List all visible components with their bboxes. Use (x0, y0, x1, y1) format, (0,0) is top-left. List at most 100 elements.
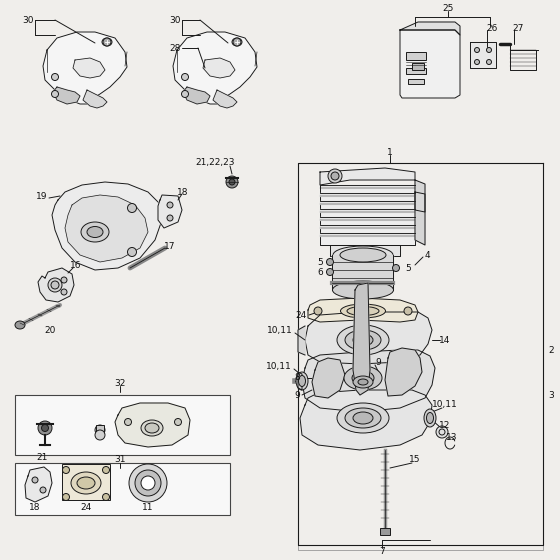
Circle shape (63, 493, 69, 501)
Ellipse shape (337, 325, 389, 355)
Text: 30: 30 (22, 16, 34, 25)
Bar (62, 464, 110, 500)
Text: 21: 21 (36, 454, 48, 463)
Circle shape (326, 268, 334, 276)
Polygon shape (320, 185, 415, 188)
Text: 24: 24 (81, 502, 92, 511)
Circle shape (52, 91, 58, 97)
Polygon shape (52, 182, 162, 270)
Polygon shape (183, 87, 210, 104)
Ellipse shape (340, 248, 386, 262)
Text: 14: 14 (439, 335, 451, 344)
Polygon shape (400, 22, 460, 35)
Text: 24: 24 (296, 310, 307, 320)
Text: 10,11: 10,11 (267, 325, 293, 334)
Ellipse shape (77, 477, 95, 489)
Circle shape (124, 418, 132, 426)
Circle shape (38, 421, 52, 435)
Ellipse shape (102, 38, 112, 46)
Text: 32: 32 (114, 379, 125, 388)
Ellipse shape (345, 330, 381, 350)
Polygon shape (385, 348, 422, 396)
Polygon shape (213, 90, 237, 108)
Text: 31: 31 (114, 455, 126, 464)
Text: 16: 16 (70, 260, 82, 269)
Text: 11: 11 (142, 502, 154, 511)
Circle shape (404, 307, 412, 315)
Bar (406, 52, 426, 60)
Text: 19: 19 (35, 192, 47, 200)
Ellipse shape (141, 420, 163, 436)
Text: 20: 20 (44, 325, 55, 334)
Polygon shape (305, 312, 432, 364)
Polygon shape (38, 268, 74, 302)
Text: 28: 28 (169, 44, 181, 53)
Circle shape (167, 202, 173, 208)
Circle shape (51, 281, 59, 289)
Circle shape (175, 418, 181, 426)
Polygon shape (470, 42, 496, 68)
Text: 13: 13 (446, 433, 458, 442)
Polygon shape (73, 58, 105, 78)
Polygon shape (400, 30, 460, 98)
Text: 12: 12 (439, 421, 451, 430)
Ellipse shape (352, 371, 374, 385)
Polygon shape (173, 32, 257, 104)
Text: 15: 15 (409, 455, 421, 464)
Polygon shape (43, 32, 127, 104)
Circle shape (181, 91, 189, 97)
Bar (96, 425, 104, 435)
Text: 18: 18 (178, 188, 189, 197)
Ellipse shape (129, 464, 167, 502)
Ellipse shape (87, 226, 103, 237)
Polygon shape (158, 195, 182, 228)
Circle shape (331, 172, 339, 180)
Polygon shape (320, 217, 415, 220)
Text: 6: 6 (317, 268, 323, 277)
Circle shape (103, 38, 111, 46)
Circle shape (95, 430, 105, 440)
Text: 17: 17 (164, 241, 176, 250)
Ellipse shape (232, 38, 242, 46)
Polygon shape (302, 350, 435, 412)
Circle shape (328, 169, 342, 183)
Bar (406, 68, 426, 74)
Circle shape (233, 38, 241, 46)
Ellipse shape (424, 409, 436, 427)
Polygon shape (320, 233, 415, 236)
Polygon shape (83, 90, 107, 108)
Circle shape (487, 48, 492, 53)
Bar (15, 463, 230, 515)
Text: 8: 8 (294, 374, 300, 382)
Circle shape (128, 203, 137, 212)
Text: 25: 25 (442, 3, 454, 12)
Text: 1: 1 (387, 147, 393, 156)
Polygon shape (53, 87, 80, 104)
Circle shape (48, 278, 62, 292)
Circle shape (102, 493, 110, 501)
Polygon shape (25, 467, 52, 502)
Text: 5: 5 (405, 264, 411, 273)
Ellipse shape (81, 222, 109, 242)
Ellipse shape (145, 423, 159, 433)
Polygon shape (203, 58, 235, 78)
Bar (412, 63, 424, 70)
Polygon shape (320, 185, 415, 245)
Ellipse shape (141, 476, 155, 490)
Circle shape (128, 248, 137, 256)
Circle shape (326, 259, 334, 265)
Bar (408, 79, 424, 84)
Circle shape (40, 487, 46, 493)
Text: 18: 18 (29, 502, 41, 511)
Circle shape (167, 215, 173, 221)
Text: 3: 3 (548, 390, 554, 399)
Text: 7: 7 (379, 548, 385, 557)
Polygon shape (320, 201, 415, 204)
Text: 21,22,23: 21,22,23 (195, 157, 235, 166)
Ellipse shape (296, 372, 308, 390)
Circle shape (95, 425, 105, 435)
Polygon shape (298, 326, 305, 355)
Ellipse shape (353, 334, 373, 346)
Text: 2: 2 (548, 346, 554, 354)
Polygon shape (65, 195, 148, 262)
